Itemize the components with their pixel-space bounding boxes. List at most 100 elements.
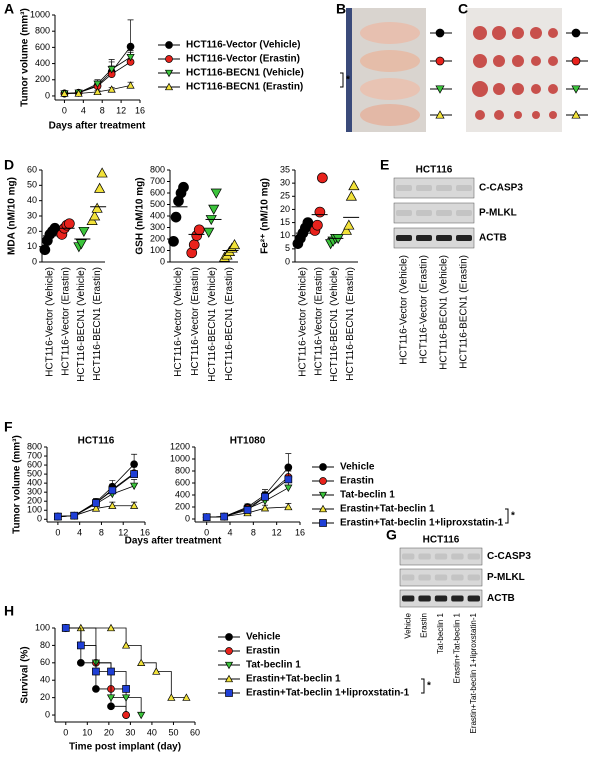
y-tick-label: 800 [27,441,42,451]
photo-c [466,8,562,132]
y-axis-label: Tumor volume (mm³) [20,8,31,107]
x-tick-label: 50 [168,727,178,737]
band [456,235,472,241]
y-tick-label: 1000 [30,9,50,19]
x-tick-label: 4 [227,527,232,537]
y-tick-label: 100 [35,622,50,632]
marker [345,190,357,201]
y-tick-label: 500 [150,199,165,209]
marker [167,693,176,701]
band [402,553,415,560]
band [434,574,448,581]
marker [122,685,130,693]
bracket [340,72,344,88]
y-tick-label: 700 [27,450,42,460]
marker [571,56,581,66]
marker [91,202,103,213]
x-tick-label: 0 [55,527,60,537]
marker [122,711,130,719]
marker [224,661,234,670]
y-tick-label: 0 [160,256,165,266]
marker [284,475,293,484]
band-label: P-MLKL [487,572,525,583]
marker [224,674,234,683]
y-tick-label: 500 [27,468,42,478]
category-label: HCT116-BECN1 (Erastin) [92,267,103,381]
marker [137,658,146,666]
y-tick-label: 800 [150,164,165,174]
marker [165,41,173,49]
marker [74,89,83,97]
y-tick-label: 800 [35,26,50,36]
category-label: HCT116-Vector (Erastin) [60,267,71,376]
marker [121,641,131,649]
marker [130,470,138,478]
band [436,185,452,191]
x-tick-label: 12 [116,105,126,115]
marker [93,87,102,96]
chart-title: HT1080 [230,436,266,447]
mouse [360,104,420,126]
marker [435,85,445,94]
lane-label: Erastin+Tat-beclin 1 [453,612,462,683]
blot-title: HCT116 [423,535,460,546]
y-tick-label: 800 [175,465,190,475]
lane-label: HCT116-Vector (Vehicle) [399,255,410,365]
marker [64,218,75,230]
marker [319,519,327,527]
marker [106,623,116,632]
y-tick-label: 30 [27,210,37,220]
panel-label: F [4,419,13,435]
band [436,235,452,241]
legend-label: Vehicle [246,632,281,643]
y-tick-label: 1200 [170,441,190,451]
band [418,574,431,581]
legend-label: Erastin [246,646,280,657]
band [456,185,472,191]
marker [78,226,90,238]
y-tick-label: 50 [27,180,37,190]
marker [208,204,220,215]
x-tick-label: 12 [272,527,282,537]
marker [317,172,328,184]
y-tick-label: 25 [280,191,290,201]
x-tick-label: 8 [100,105,105,115]
panel-label: E [380,157,389,173]
annotation: * [427,681,431,692]
category-label: HCT116-Vector (Erastin) [190,267,201,376]
y-tick-label: 20 [27,226,37,236]
annotation: * [346,75,350,86]
marker [137,711,146,720]
y-tick-label: 0 [37,514,42,524]
x-tick-label: 16 [135,105,145,115]
panel-label: C [458,1,468,17]
band [396,185,412,191]
band [418,595,431,602]
y-axis-label: Survival (%) [20,646,31,703]
legend-label: HCT116-BECN1 (Erastin) [186,82,303,93]
marker [314,206,326,218]
blot-title: HCT116 [416,165,453,176]
photo-b [346,8,426,132]
marker [225,647,233,655]
lane-label: HCT116-Vector (Erastin) [419,255,430,364]
band [402,595,415,602]
lane-label: Vehicle [403,612,412,638]
band [418,553,431,560]
category-label: HCT116-Vector (Vehicle) [45,267,56,377]
y-tick-label: 300 [150,222,165,232]
y-tick-label: 80 [40,640,50,650]
marker [203,227,215,238]
x-axis-label: Days after treatment [125,536,222,547]
y-tick-label: 200 [35,74,50,84]
marker [126,81,135,89]
y-tick-label: 600 [175,477,190,487]
marker [225,689,233,697]
band [434,595,448,602]
band [434,553,448,560]
marker [126,53,135,62]
marker [178,181,189,193]
y-tick-label: 5 [285,243,290,253]
marker [168,235,179,247]
legend-label: Tat-beclin 1 [246,660,301,671]
